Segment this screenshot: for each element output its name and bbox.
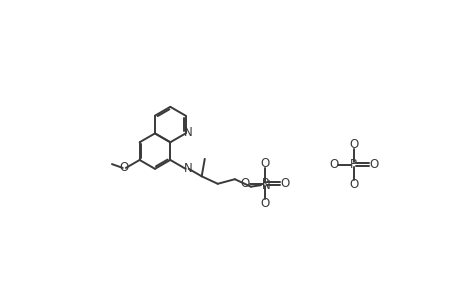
Text: N: N — [183, 162, 192, 175]
Text: O: O — [260, 197, 269, 210]
Text: N: N — [183, 126, 192, 139]
Text: P: P — [349, 158, 356, 171]
Text: P: P — [261, 177, 268, 190]
Text: N: N — [262, 179, 270, 192]
Text: O: O — [260, 157, 269, 170]
Text: O: O — [280, 177, 289, 190]
Text: O: O — [368, 158, 377, 171]
Text: O: O — [348, 138, 358, 151]
Text: O: O — [328, 158, 337, 171]
Text: O: O — [348, 178, 358, 191]
Text: O: O — [118, 161, 128, 174]
Text: O: O — [240, 177, 249, 190]
